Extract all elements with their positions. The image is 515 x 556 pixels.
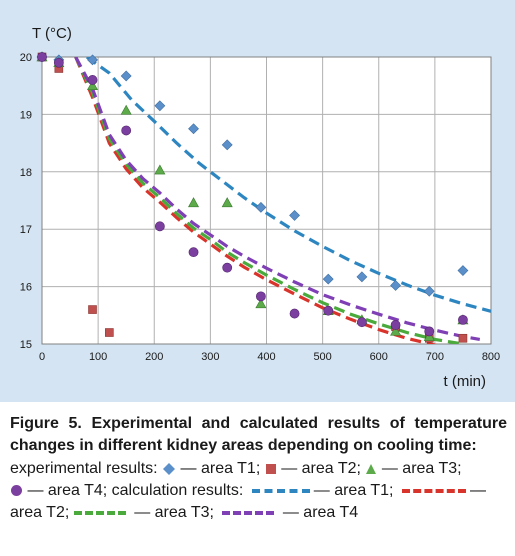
t3-calc-line-icon (73, 510, 126, 515)
calc-line-t3 (74, 57, 464, 344)
figure-caption: Figure 5. Experimental and calculated re… (10, 413, 507, 524)
exp-point-t4 (458, 314, 468, 325)
legend-calc-t3: — area T3; (134, 504, 214, 521)
exp-point-t4 (222, 262, 233, 273)
exp-point-t2 (458, 333, 468, 343)
legend-area-t2: — area T2; (281, 460, 361, 477)
x-tick-label: 100 (89, 351, 107, 363)
exp-point-t3 (221, 197, 233, 208)
calc-line-t4 (74, 57, 481, 341)
exp-point-t1 (221, 139, 233, 151)
x-tick-label: 400 (257, 351, 275, 363)
caption-title: Figure 5. Experimental and calculated re… (10, 415, 507, 454)
exp-point-t4 (53, 57, 64, 68)
exp-point-t1 (154, 100, 166, 112)
exp-point-t1 (322, 273, 334, 285)
exp-point-t4 (121, 125, 132, 136)
legend-area-t1: — area T1; (180, 460, 261, 477)
exp-point-t3 (87, 80, 99, 90)
exp-point-t4 (323, 305, 334, 316)
exp-point-t2 (88, 305, 97, 314)
circle-marker-icon (11, 485, 22, 497)
x-tick-label: 200 (145, 351, 163, 363)
exp-point-t4 (424, 326, 435, 337)
y-axis-label: T (°C) (32, 25, 72, 42)
legend-area-t3: — area T3; (381, 460, 462, 477)
y-tick-label: 18 (20, 167, 32, 179)
chart: 0 100 200 300 400 500 600 700 800 15 16 17 18 19 20T (… (20, 25, 500, 390)
triangle-marker-icon (366, 463, 377, 474)
x-axis-label: t (min) (444, 373, 487, 390)
legend-calc-t2: area T2; (10, 504, 70, 521)
exp-point-t3 (255, 298, 267, 309)
figure-panel: 0 100 200 300 400 500 600 700 800 15 16 17 18 19 20 T (… (0, 0, 515, 402)
exp-point-t4 (87, 75, 98, 85)
exp-point-t1 (423, 285, 435, 297)
exp-point-t1 (457, 265, 469, 276)
exp-point-t4 (188, 247, 199, 258)
legend-calc-t4: — area T4 (282, 504, 359, 521)
exp-point-t1 (120, 70, 132, 82)
t4-calc-line-icon (222, 510, 275, 515)
square-marker-icon (265, 463, 276, 474)
calc-line-t1 (85, 57, 491, 313)
exp-point-t1 (390, 280, 402, 291)
plot-border (41, 56, 492, 345)
exp-point-t4 (357, 317, 367, 328)
caption-legend: experimental results: — area T1; — area … (10, 460, 486, 521)
y-tick-label: 17 (20, 224, 32, 236)
legend-area-t4: — area T4; (27, 482, 108, 499)
exp-point-t3 (120, 104, 132, 115)
exp-point-t1 (188, 123, 199, 135)
t2-calc-line-icon (401, 488, 466, 493)
x-tick-label: 700 (426, 351, 444, 363)
exp-point-t4 (154, 221, 165, 232)
t1-calc-line-icon (251, 488, 310, 493)
exp-point-t1 (289, 209, 300, 221)
y-tick-label: 19 (20, 109, 32, 121)
legend-exp-intro: experimental results: (10, 460, 158, 477)
diamond-marker-icon (163, 462, 176, 475)
x-tick-label: 0 (39, 351, 45, 363)
x-tick-label: 500 (313, 351, 331, 363)
exp-point-t3 (154, 164, 166, 175)
y-tick-label: 20 (20, 52, 32, 64)
legend-calc-t1: area T1; (334, 482, 394, 499)
exp-point-t1 (356, 271, 368, 283)
exp-point-t4 (37, 52, 47, 62)
x-tick-label: 300 (201, 351, 219, 363)
x-tick-label: 600 (370, 351, 388, 363)
calc-line-t2 (74, 57, 439, 344)
exp-point-t3 (188, 197, 200, 208)
exp-point-t4 (255, 291, 266, 302)
y-tick-label: 15 (20, 339, 32, 351)
exp-point-t2 (105, 328, 114, 337)
exp-point-t1 (87, 54, 98, 66)
x-tick-label: 800 (482, 351, 500, 363)
y-tick-label: 16 (20, 282, 32, 294)
exp-point-t4 (390, 320, 401, 330)
exp-point-t4 (289, 308, 300, 319)
exp-point-t3 (390, 325, 402, 336)
exp-point-t1 (255, 201, 267, 213)
legend-calc-intro: calculation results: (111, 482, 244, 499)
